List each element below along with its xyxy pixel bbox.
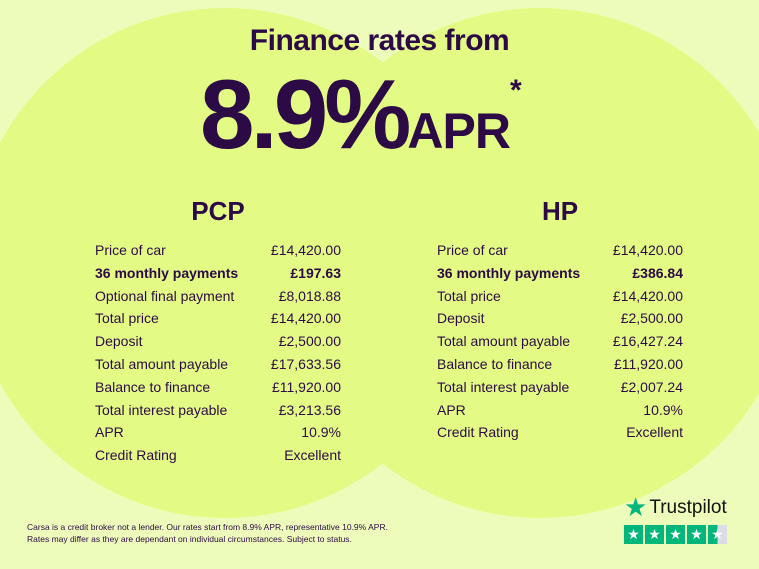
rating-star-icon: ★ [687,525,706,544]
table-row: Credit Rating Excellent [95,444,341,467]
row-value: Excellent [626,424,683,441]
row-value: £14,420.00 [270,242,341,258]
row-label: Total amount payable [437,333,571,350]
table-row: Credit Rating Excellent [437,421,683,444]
row-label: Total amount payable [95,355,229,372]
table-row: APR 10.9% [95,421,341,444]
row-value: £2,500.00 [278,333,341,350]
trustpilot-star-icon: ★ [624,492,648,522]
row-value: £16,427.24 [612,333,683,350]
row-value: £8,018.88 [278,287,341,304]
table-row: Deposit £2,500.00 [437,307,683,330]
table-row: APR 10.9% [437,399,683,422]
row-label: Deposit [95,333,143,350]
row-label: APR [437,401,466,418]
row-value: £11,920.00 [271,378,341,395]
row-label: Balance to finance [95,378,211,395]
right-circle-decoration [285,8,759,518]
row-label: Total interest payable [95,401,228,418]
row-label: Price of car [437,242,508,258]
row-label: Total price [437,287,501,304]
row-value: 10.9% [643,401,683,418]
pcp-table: PCP Price of car £14,420.00 36 monthly pay… [95,196,341,467]
rating-star-icon: ★ [666,525,685,544]
row-value: £2,007.24 [620,378,683,395]
row-label: Total price [95,310,159,327]
headline: Finance rates from [249,24,510,57]
table-row: Deposit £2,500.00 [95,330,341,353]
row-label: Credit Rating [437,424,519,441]
row-value: 10.9% [301,424,341,441]
row-value: Excellent [284,447,341,464]
row-value: £14,420.00 [612,242,683,258]
table-row: 36 monthly payments £197.63 [95,262,341,285]
row-value: £11,920.00 [613,355,683,372]
row-label: Balance to finance [437,355,553,372]
table-row: Optional final payment £8,018.88 [95,285,341,308]
rate-value: 8.9% [200,59,411,169]
row-value: £2,500.00 [620,310,683,327]
apr-label: APR [407,103,511,159]
row-label: APR [95,424,124,441]
row-label: Price of car [95,242,166,258]
row-value: £14,420.00 [270,310,341,327]
disclaimer: Carsa is a credit broker not a lender. O… [27,521,388,545]
table-row: Balance to finance £11,920.00 [95,376,341,399]
table-row: 36 monthly payments £386.84 [437,262,683,285]
row-value: £14,420.00 [612,287,683,304]
trustpilot-badge[interactable]: ★ Trustpilot ★ ★ ★ ★ ★ [624,492,727,544]
pcp-title: PCP [191,196,245,226]
table-row: Total price £14,420.00 [437,285,683,308]
table-row: Total interest payable £3,213.56 [95,399,341,422]
asterisk: * [509,74,522,107]
hp-table: HP Price of car £14,420.00 36 monthly paym… [437,196,683,444]
row-label: Total interest payable [437,378,570,395]
disclaimer-line-1: Carsa is a credit broker not a lender. O… [27,522,388,532]
rating-star-icon: ★ [645,525,664,544]
rating-star-icon: ★ [708,525,727,544]
row-label: Deposit [437,310,485,327]
row-label: Credit Rating [95,447,177,464]
rate-headline: 8.9%APR* [200,64,522,164]
table-row: Price of car £14,420.00 [95,239,341,262]
rating-star-icon: ★ [624,525,643,544]
table-row: Total interest payable £2,007.24 [437,376,683,399]
row-label: Optional final payment [95,287,235,304]
row-value: £386.84 [632,264,683,281]
table-row: Total price £14,420.00 [95,307,341,330]
hp-title: HP [541,196,579,226]
row-label: 36 monthly payments [95,264,239,281]
trustpilot-rating: ★ ★ ★ ★ ★ [624,525,727,544]
table-row: Total amount payable £16,427.24 [437,330,683,353]
table-row: Balance to finance £11,920.00 [437,353,683,376]
table-row: Price of car £14,420.00 [437,239,683,262]
row-value: £3,213.56 [278,401,341,418]
row-value: £17,633.56 [270,355,341,372]
row-label: 36 monthly payments [437,264,581,281]
trustpilot-name: Trustpilot [649,496,727,518]
table-row: Total amount payable £17,633.56 [95,353,341,376]
row-value: £197.63 [290,264,341,281]
disclaimer-line-2: Rates may differ as they are dependant o… [27,534,352,544]
